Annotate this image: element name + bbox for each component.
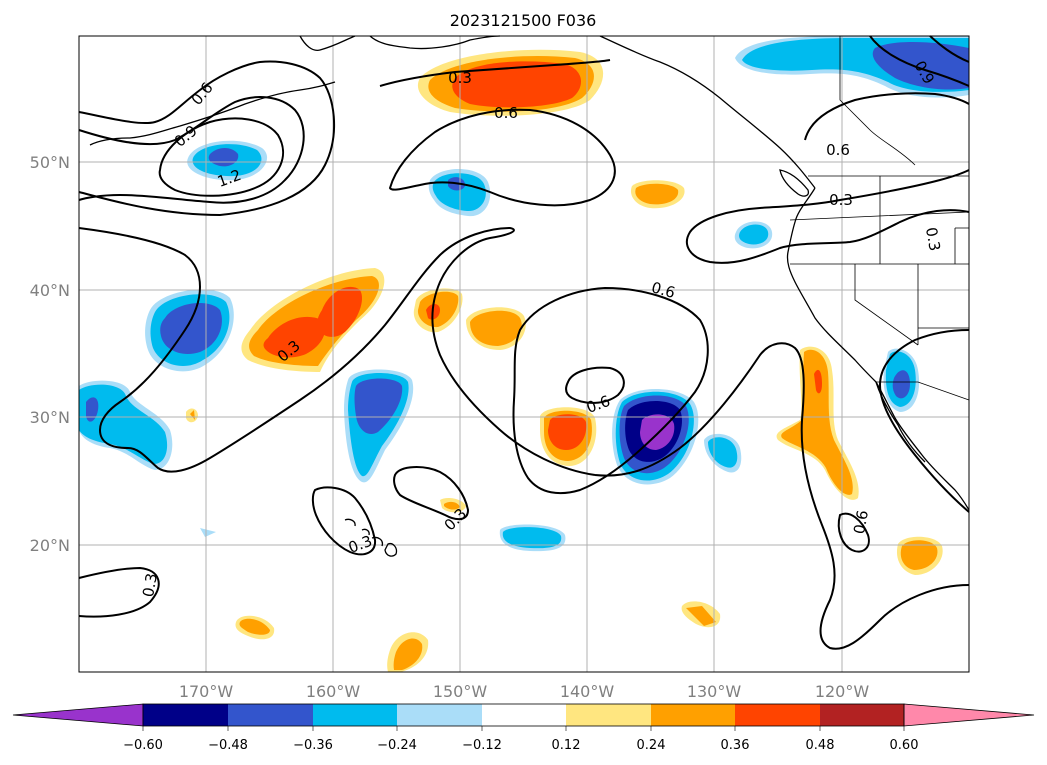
contour-hawaii-west [311,486,377,556]
contour-label: 0.6 [850,509,872,536]
contour-northeast-upper [804,92,970,141]
positive-anomaly-offshore-north [630,180,685,209]
positive-anomaly-west-central [241,268,385,372]
contour-east-coast [878,329,970,513]
west-coast-usa [786,187,970,511]
lon-label: 140°W [560,682,615,701]
contour-label: 0.3 [922,226,944,253]
negative-anomaly-northeast [735,36,969,98]
contour-east-ridge [685,169,970,264]
contour-west-south [78,566,160,618]
colorbar-segment [735,704,820,726]
colorbar-tick-label: −0.60 [123,738,163,753]
us-state-borders [789,176,970,346]
contour-tropical-east [837,512,870,553]
contour-hawaii-east [393,466,470,521]
colorbar-tick-label: −0.12 [462,738,502,753]
colorbar-frame [142,703,905,727]
colorbar: −0.60 −0.48 −0.36 −0.24 −0.12 0.12 0.24 … [12,703,1035,753]
colorbar-tick-label: −0.36 [293,738,333,753]
lat-label: 40°N [30,281,70,300]
colorbar-tick-label: 0.60 [890,738,919,753]
colorbar-ticks [142,726,905,731]
lon-label: 130°W [687,682,742,701]
colorbar-tick-label: −0.24 [377,738,417,753]
colorbar-extend-low [12,703,144,727]
lon-label: 170°W [179,682,234,701]
colorbar-tick-label: 0.24 [637,738,666,753]
political-borders [789,36,970,401]
colorbar-tick-label: 0.12 [552,738,581,753]
colorbar-segment [228,704,313,726]
negative-anomaly-socal [883,348,920,412]
colorbar-segment [143,704,228,726]
positive-anomaly-mexico [896,536,943,575]
map-frame [78,35,970,673]
positive-anomaly-central [413,288,526,350]
contour-lines [78,35,970,650]
lat-label: 20°N [30,536,70,555]
colorbar-segment [397,704,482,726]
alaska-peninsula [299,35,356,51]
contour-south-inner [565,366,625,404]
colorbar-tick-label: −0.48 [208,738,248,753]
map-title: 2023121500 F036 [450,11,597,30]
graticule [79,36,969,672]
vancouver-island [779,169,810,197]
negative-anomaly-hawaii-east [499,524,566,552]
small-anomaly-patches [186,408,721,672]
contour-label: 0.3 [829,191,853,209]
contour-gulf-alaska [379,59,611,87]
positive-anomaly-gulf-alaska [417,49,604,116]
colorbar-segment [482,704,566,726]
lon-label: 150°W [433,682,488,701]
us-mexico-border [876,381,970,401]
negative-anomaly-south-central [344,369,414,483]
alaska-coast [369,35,501,50]
negative-anomaly-west-central [145,289,234,372]
southeast-alaska-coast [599,35,816,189]
colorbar-extend-high [903,703,1035,727]
map-panel: 0.6 0.9 1.2 0.3 0.6 0.6 0.9 0.3 0.3 0.6 … [78,35,970,673]
hawaii-islands [344,518,398,557]
colorbar-segment [820,704,904,726]
positive-anomaly-baja [776,346,859,500]
lon-label: 160°W [306,682,361,701]
contour-northeast-top [869,35,970,87]
shaded-fields [79,36,969,672]
contour-west-ridge [78,226,596,476]
contour-outer-south [594,342,970,650]
colorbar-tick-label: 0.48 [806,738,835,753]
negative-anomaly-pacific-northwest [734,221,773,249]
canada-alaska-border [839,36,916,166]
positive-anomaly-southeast [540,407,597,466]
colorbar-segment [566,704,651,726]
lon-label: 120°W [815,682,870,701]
colorbar-segment [313,704,397,726]
negative-anomaly-far-west [79,380,173,470]
contour-label: 0.6 [494,104,518,122]
contour-west-low-mid [78,96,305,204]
contour-northeast-corner [929,35,970,63]
negative-anomaly-offshore-baja [704,433,742,473]
contour-label: 0.3 [139,572,161,599]
contour-label: 0.6 [826,141,850,159]
lat-label: 50°N [30,153,70,172]
contour-label: 0.3 [448,69,472,87]
contour-north-center [388,108,616,207]
colorbar-tick-label: 0.36 [721,738,750,753]
colorbar-segment [651,704,735,726]
contour-west-low-inner [158,117,284,197]
contour-label: 0.6 [649,278,677,302]
latitude-labels: 50°N 40°N 30°N 20°N [30,153,70,555]
lat-label: 30°N [30,408,70,427]
negative-anomaly-bering [187,140,268,181]
contour-west-low-outer [78,60,336,217]
longitude-labels: 170°W 160°W 150°W 140°W 130°W 120°W [179,682,870,701]
contour-south-loop [512,286,709,495]
